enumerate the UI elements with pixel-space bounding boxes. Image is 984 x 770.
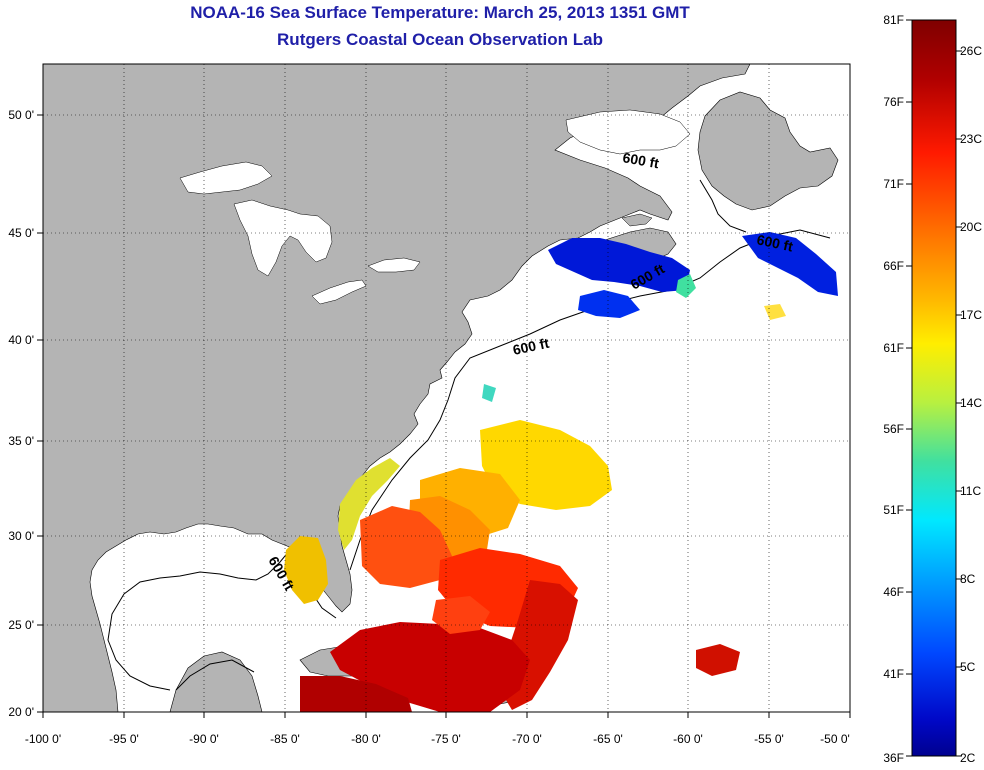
lon-tick-label: -55 0' <box>754 732 784 746</box>
colorbar-c-label: 5C <box>960 660 976 674</box>
colorbar-c-label: 20C <box>960 220 982 234</box>
colorbar-f-label: 71F <box>883 177 904 191</box>
lat-tick-label: 35 0' <box>8 434 34 448</box>
x-axis-labels: -100 0' -95 0' -90 0' -85 0' -80 0' -75 … <box>25 732 850 746</box>
colorbar <box>911 19 957 757</box>
colorbar-f-label: 36F <box>883 751 904 765</box>
colorbar-c-label: 14C <box>960 396 982 410</box>
lat-tick-label: 20 0' <box>8 705 34 719</box>
gulf-st-lawrence <box>565 109 691 155</box>
colorbar-f-label: 61F <box>883 341 904 355</box>
colorbar-ticks <box>906 19 962 757</box>
colorbar-f-label: 76F <box>883 95 904 109</box>
land-north-america <box>43 64 751 712</box>
contour-label-1: 600 ft <box>621 149 660 171</box>
lon-tick-label: -80 0' <box>351 732 381 746</box>
colorbar-c-label: 17C <box>960 308 982 322</box>
lon-tick-label: -85 0' <box>270 732 300 746</box>
lon-tick-label: -65 0' <box>593 732 623 746</box>
lon-tick-label: -90 0' <box>189 732 219 746</box>
land-yucatan <box>169 651 263 712</box>
lon-tick-label: -75 0' <box>431 732 461 746</box>
lake-michigan-huron <box>233 199 333 277</box>
colorbar-f-label: 46F <box>883 585 904 599</box>
colorbar-c-label: 23C <box>960 132 982 146</box>
lon-tick-label: -100 0' <box>25 732 61 746</box>
lon-tick-label: -60 0' <box>673 732 703 746</box>
lake-erie <box>311 279 367 305</box>
lake-ontario <box>367 257 421 273</box>
lon-tick-label: -50 0' <box>820 732 850 746</box>
lat-tick-label: 30 0' <box>8 529 34 543</box>
colorbar-f-label: 56F <box>883 422 904 436</box>
contour-label-4: 600 ft <box>511 335 550 358</box>
colorbar-c-label: 8C <box>960 572 976 586</box>
lat-tick-label: 25 0' <box>8 618 34 632</box>
land-pei <box>621 213 653 227</box>
lon-tick-label: -70 0' <box>512 732 542 746</box>
lon-tick-label: -95 0' <box>109 732 139 746</box>
contour-label-2: 600 ft <box>755 231 794 254</box>
map-subtitle: Rutgers Coastal Ocean Observation Lab <box>277 30 603 49</box>
lat-tick-label: 40 0' <box>8 333 34 347</box>
tick-marks <box>37 114 851 718</box>
lat-tick-label: 45 0' <box>8 226 34 240</box>
sst-patches <box>284 232 838 712</box>
colorbar-f-labels: 81F 76F 71F 66F 61F 56F 51F 46F 41F 36F <box>883 13 904 765</box>
map-title: NOAA-16 Sea Surface Temperature: March 2… <box>190 3 690 22</box>
colorbar-c-labels: 26C 23C 20C 17C 14C 11C 8C 5C 2C <box>960 44 982 765</box>
colorbar-f-label: 41F <box>883 667 904 681</box>
y-axis-labels: 20 0' 25 0' 30 0' 35 0' 40 0' 45 0' 50 0… <box>8 108 34 719</box>
land-newfoundland <box>697 91 839 211</box>
lat-tick-label: 50 0' <box>8 108 34 122</box>
colorbar-f-label: 66F <box>883 259 904 273</box>
colorbar-c-label: 2C <box>960 751 976 765</box>
grid-lines <box>43 64 850 712</box>
lake-superior <box>179 161 273 195</box>
colorbar-c-label: 26C <box>960 44 982 58</box>
colorbar-c-label: 11C <box>960 484 981 498</box>
colorbar-f-label: 51F <box>883 503 904 517</box>
colorbar-f-label: 81F <box>883 13 904 27</box>
